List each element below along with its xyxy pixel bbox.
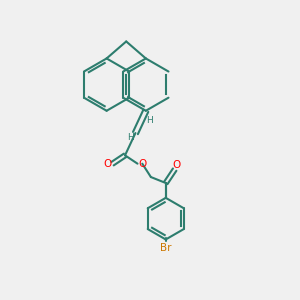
Text: O: O (103, 159, 111, 169)
Text: Br: Br (160, 243, 172, 253)
Text: O: O (139, 159, 147, 169)
Text: O: O (172, 160, 180, 170)
Text: H: H (146, 116, 153, 125)
Text: H: H (127, 133, 134, 142)
